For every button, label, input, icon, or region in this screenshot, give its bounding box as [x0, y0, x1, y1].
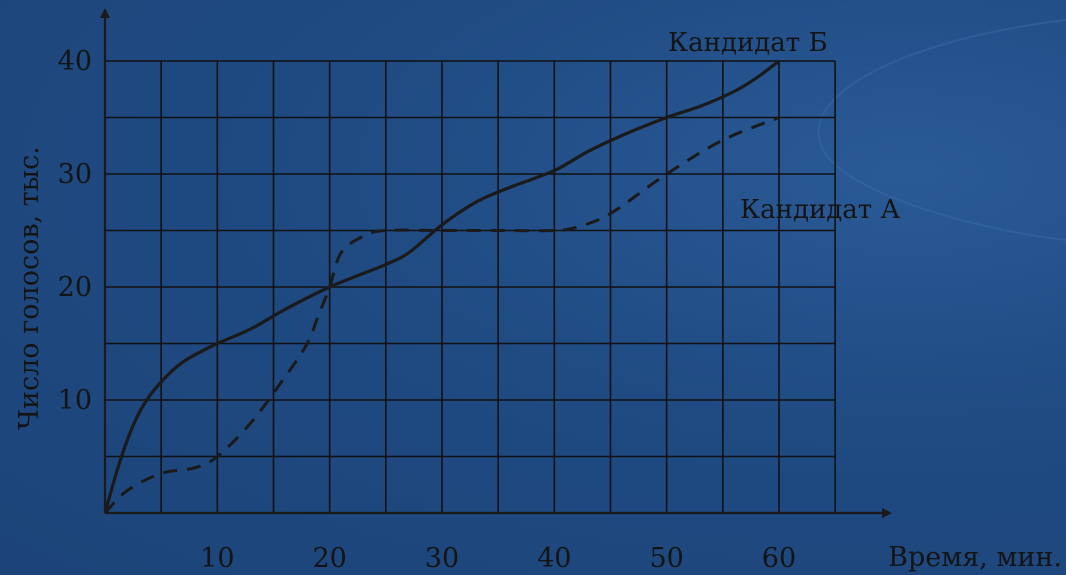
tick-labels: 10 20 30 40 50 60 10 20 30 40 — [58, 46, 797, 574]
y-tick-label: 40 — [58, 46, 92, 77]
series-line-candidate-b — [103, 59, 780, 514]
y-tick-label: 10 — [58, 385, 92, 416]
y-axis-title: Число голосов, тыс. — [14, 146, 45, 430]
series-label-candidate-a: Кандидат А — [740, 195, 900, 225]
x-tick-label: 40 — [537, 543, 571, 574]
x-axis-title: Время, мин. — [888, 542, 1062, 573]
series-label-candidate-b: Кандидат Б — [668, 28, 828, 58]
x-tick-label: 30 — [425, 543, 459, 574]
series-line-candidate-a — [103, 116, 780, 515]
x-tick-label: 10 — [200, 543, 234, 574]
grid — [105, 60, 836, 513]
series-lines — [103, 59, 780, 515]
y-tick-label: 30 — [58, 159, 92, 190]
background-swoosh — [817, 19, 1066, 241]
axes — [100, 8, 892, 518]
series-labels: Кандидат А Кандидат Б — [668, 28, 900, 225]
x-tick-label: 20 — [312, 543, 346, 574]
x-tick-label: 50 — [649, 543, 683, 574]
x-tick-label: 60 — [762, 543, 796, 574]
y-tick-label: 20 — [58, 272, 92, 303]
